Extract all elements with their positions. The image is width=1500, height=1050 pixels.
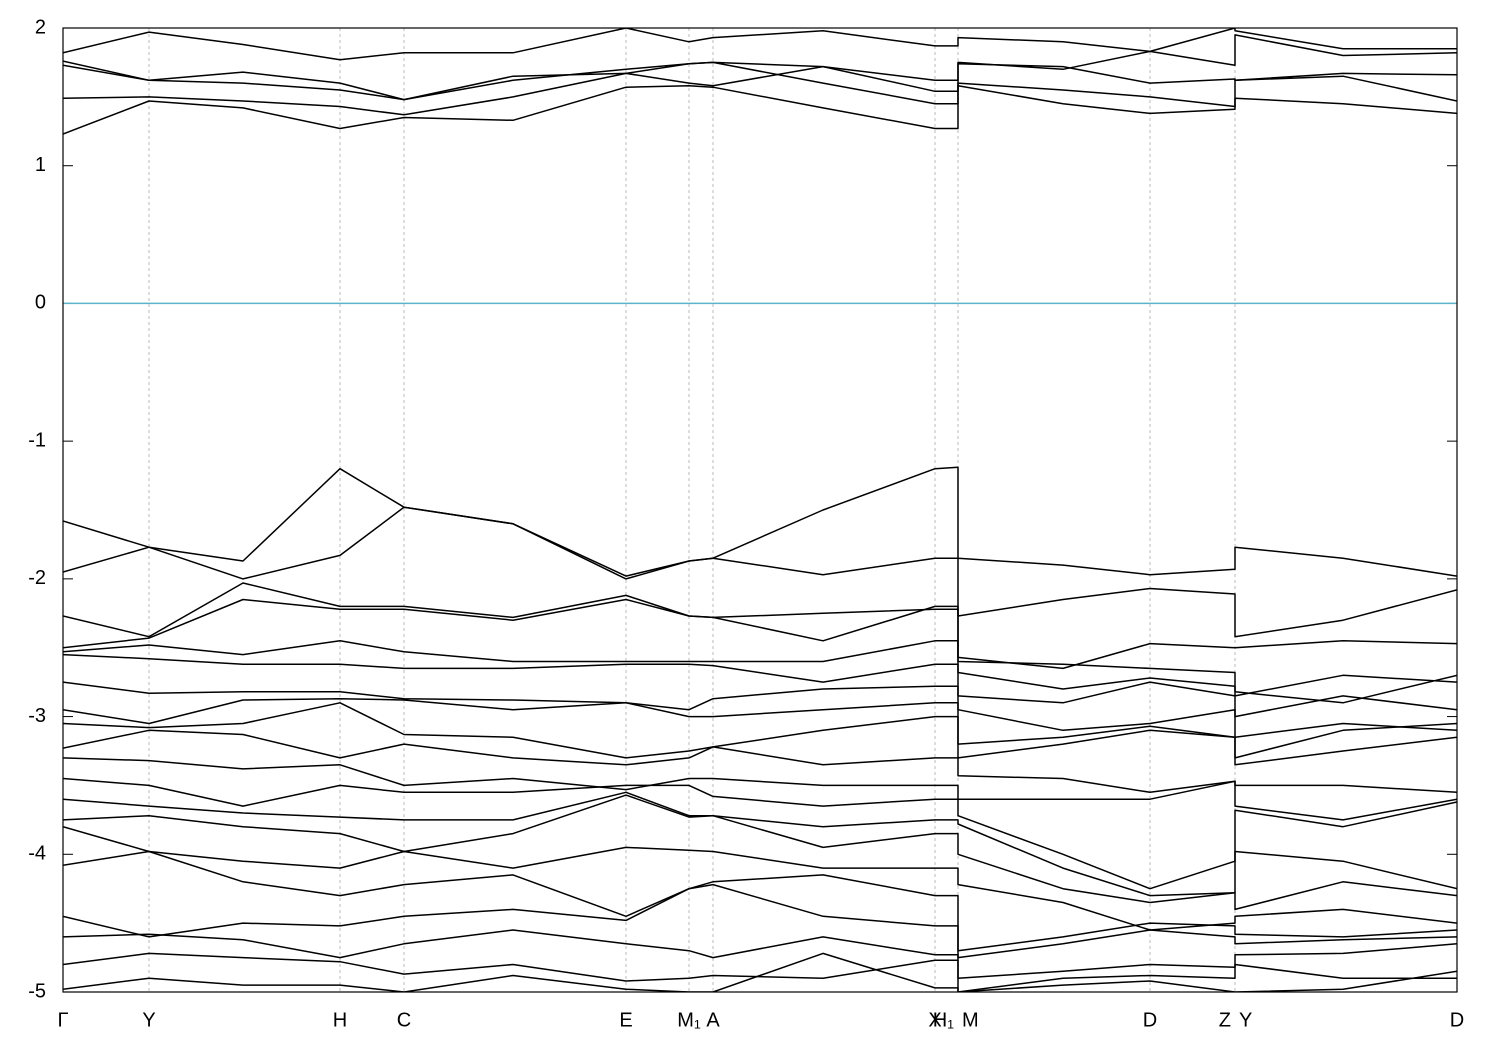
band-line (63, 702, 1457, 766)
band-line (63, 506, 1457, 638)
band-line (63, 28, 1457, 61)
x-tick-label: Y (1239, 1009, 1252, 1031)
x-tick-label: D (1143, 1009, 1157, 1031)
bands (63, 28, 1457, 992)
y-tick-label: -2 (28, 567, 46, 589)
x-tick-label: M₁ (677, 1009, 701, 1031)
y-tick-label: 1 (35, 154, 46, 176)
band-line (63, 794, 1457, 911)
band-line (63, 825, 1457, 931)
x-tick-label: H₁ (933, 1009, 954, 1031)
band-line (63, 85, 1457, 135)
band-line (63, 653, 1457, 718)
band-line (63, 582, 1457, 670)
x-tick-label: E (619, 1009, 632, 1031)
x-tick-label: M (962, 1009, 979, 1031)
x-tick-label: Z (1219, 1009, 1231, 1031)
x-tick-label: C (397, 1009, 411, 1031)
band-line (63, 952, 1457, 992)
band-line (63, 757, 1457, 821)
band-line (63, 681, 1457, 738)
band-line (63, 34, 1457, 101)
band-line (63, 640, 1457, 697)
y-tick-label: -3 (28, 705, 46, 727)
band-line (63, 466, 1457, 577)
y-tick-label: -4 (28, 843, 46, 865)
x-tick-label: X (928, 1009, 941, 1031)
y-tick-label: -5 (28, 980, 46, 1002)
y-tick-label: 0 (35, 292, 46, 314)
y-tick-label: -1 (28, 429, 46, 451)
x-tick-label: A (706, 1009, 720, 1031)
plot-frame (62, 27, 1458, 993)
band-line (63, 883, 1457, 959)
band-line (63, 598, 1457, 704)
band-line (63, 61, 1457, 116)
band-line (63, 952, 1457, 992)
x-tick-label: Y (142, 1009, 155, 1031)
x-tick-label: Γ (57, 1009, 68, 1031)
y-tick-label: 2 (35, 16, 46, 38)
x-tick-label: D (1450, 1009, 1464, 1031)
band-line (63, 850, 1457, 952)
x-tick-label: H (333, 1009, 347, 1031)
